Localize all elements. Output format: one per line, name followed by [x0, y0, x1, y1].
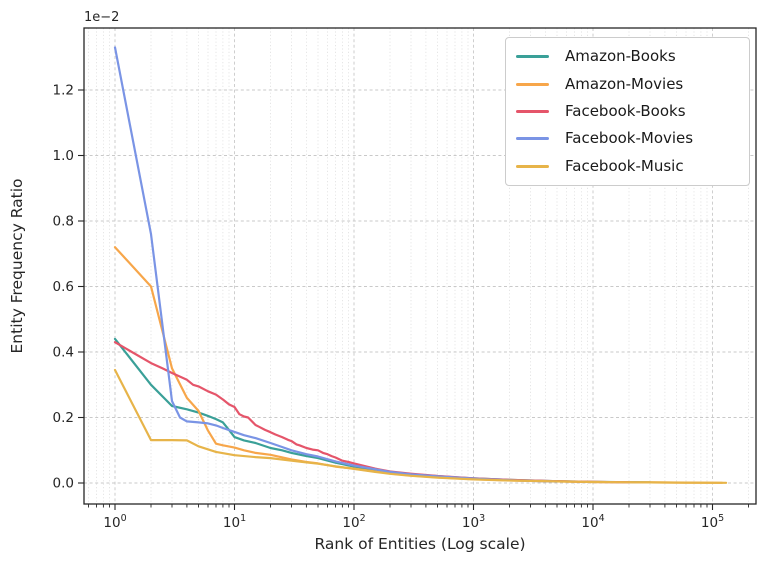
- legend-swatch-facebook-movies: [516, 137, 549, 141]
- legend-item-facebook-movies: Facebook-Movies: [516, 131, 739, 146]
- legend-item-facebook-books: Facebook-Books: [516, 101, 739, 120]
- series-lines: [113, 46, 728, 484]
- y-tick-label: 0.2: [53, 410, 74, 426]
- x-tick-label: 101: [223, 513, 246, 531]
- legend-item-amazon-movies: Amazon-Movies: [516, 74, 739, 93]
- x-axis-label: Rank of Entities (Log scale): [314, 535, 525, 553]
- y-axis-label: Entity Frequency Ratio: [8, 179, 26, 354]
- legend: Amazon-Books Amazon-Movies Facebook-Books F…: [505, 37, 750, 186]
- legend-label: Amazon-Movies: [565, 74, 684, 93]
- series-line-facebook-movies: [113, 46, 559, 483]
- y-tick-label: 0.4: [53, 345, 74, 361]
- x-tick-label: 102: [342, 513, 365, 531]
- series-line-amazon-books: [113, 337, 652, 484]
- legend-swatch-facebook-music: [516, 164, 549, 168]
- legend-swatch-facebook-books: [516, 109, 549, 113]
- y-tick-label: 1.0: [53, 148, 74, 164]
- y-tick-label: 0.8: [53, 214, 74, 230]
- legend-swatch-amazon-books: [516, 55, 549, 59]
- legend-label: Facebook-Music: [565, 156, 684, 175]
- legend-swatch-amazon-movies: [516, 82, 549, 86]
- x-tick-label: 103: [462, 513, 485, 531]
- y-tick-label: 1.2: [53, 83, 74, 99]
- legend-item-amazon-books: Amazon-Books: [516, 49, 739, 64]
- tick-marks: [78, 89, 749, 510]
- legend-label: Amazon-Books: [565, 47, 676, 66]
- legend-item-facebook-music: Facebook-Music: [516, 156, 739, 175]
- legend-label: Facebook-Movies: [565, 129, 694, 148]
- series-line-amazon-movies: [113, 246, 724, 484]
- y-axis-offset-label: 1e−2: [84, 10, 119, 25]
- y-tick-label: 0.6: [53, 279, 74, 295]
- x-tick-label: 104: [581, 513, 604, 531]
- legend-label: Facebook-Books: [565, 101, 686, 120]
- series-line-facebook-books: [113, 341, 631, 484]
- series-line-facebook-music: [113, 368, 728, 484]
- x-tick-label: 100: [103, 513, 126, 531]
- x-tick-label: 105: [701, 513, 724, 531]
- y-tick-label: 0.0: [53, 476, 74, 492]
- axes-spines: [83, 27, 757, 505]
